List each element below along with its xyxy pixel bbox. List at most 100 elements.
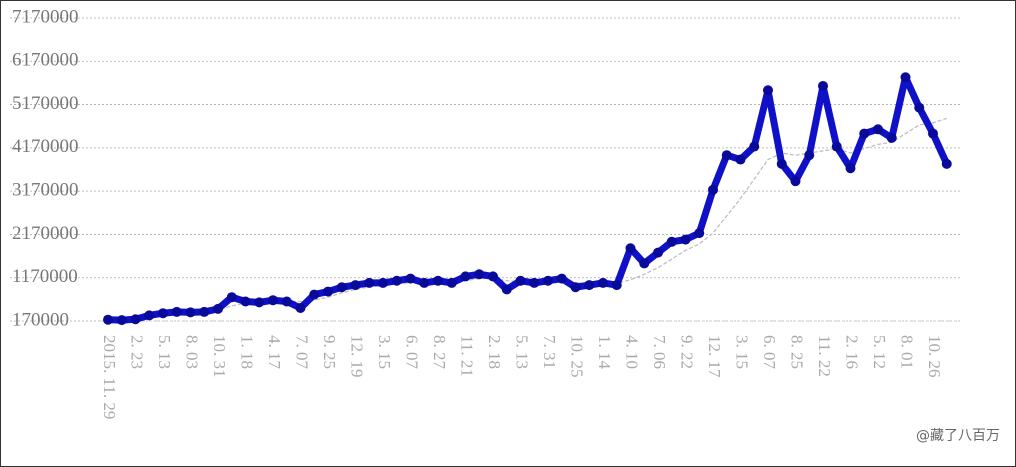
point bbox=[254, 297, 265, 308]
x-tick-label: 2015. 11. 29 bbox=[100, 335, 119, 419]
point bbox=[391, 275, 402, 286]
point bbox=[144, 310, 155, 321]
x-tick-label: 7. 31 bbox=[540, 335, 559, 369]
point bbox=[226, 292, 237, 303]
point bbox=[763, 85, 773, 96]
x-tick-label: 4. 17 bbox=[265, 335, 284, 370]
point bbox=[818, 80, 828, 91]
point bbox=[185, 307, 196, 318]
point bbox=[790, 176, 801, 187]
point bbox=[213, 303, 223, 314]
x-tick-label: 3. 15 bbox=[733, 335, 752, 369]
point bbox=[488, 271, 498, 282]
x-tick-label: 12. 19 bbox=[348, 335, 367, 378]
point bbox=[914, 102, 925, 113]
x-tick-label: 3. 15 bbox=[375, 335, 394, 369]
point bbox=[721, 150, 732, 161]
point bbox=[873, 124, 883, 135]
y-tick-label: 7170000 bbox=[12, 6, 79, 27]
point bbox=[928, 128, 938, 139]
point bbox=[378, 277, 388, 288]
x-tick-label: 2. 18 bbox=[485, 335, 504, 369]
point bbox=[804, 150, 815, 161]
point bbox=[735, 154, 746, 165]
point bbox=[460, 271, 471, 282]
y-tick-label: 1170000 bbox=[12, 266, 78, 287]
point bbox=[158, 308, 168, 319]
point bbox=[886, 132, 897, 143]
point bbox=[323, 286, 333, 297]
point bbox=[474, 269, 485, 280]
point bbox=[419, 277, 430, 288]
point bbox=[749, 141, 760, 152]
point bbox=[446, 277, 457, 288]
series-line bbox=[149, 117, 947, 319]
point bbox=[598, 277, 608, 288]
x-tick-label: 2. 23 bbox=[128, 335, 147, 369]
point bbox=[611, 280, 622, 291]
x-tick-label: 2. 16 bbox=[843, 335, 862, 369]
point bbox=[433, 275, 443, 286]
point bbox=[103, 314, 113, 325]
point bbox=[199, 306, 210, 317]
x-tick-label: 1. 18 bbox=[238, 335, 257, 369]
point bbox=[171, 306, 182, 317]
point bbox=[831, 141, 842, 152]
point bbox=[501, 284, 512, 295]
point bbox=[570, 282, 581, 293]
x-tick-label: 5. 12 bbox=[870, 335, 889, 369]
x-tick-label: 8. 27 bbox=[430, 335, 449, 370]
watermark: @藏了八百万 bbox=[916, 428, 1000, 444]
x-tick-label: 9. 25 bbox=[320, 335, 339, 369]
point bbox=[515, 275, 526, 286]
point bbox=[708, 184, 718, 195]
point bbox=[309, 289, 320, 300]
x-tick-label: 6. 07 bbox=[403, 335, 422, 370]
x-tick-label: 5. 13 bbox=[155, 335, 174, 369]
point bbox=[859, 128, 870, 139]
x-tick-label: 8. 25 bbox=[788, 335, 807, 369]
y-tick-label: 4170000 bbox=[12, 136, 79, 157]
point bbox=[845, 163, 856, 174]
y-tick-label: 2170000 bbox=[12, 223, 79, 244]
point bbox=[584, 280, 595, 291]
x-tick-label: 11. 21 bbox=[458, 335, 477, 377]
x-tick-label: 8. 03 bbox=[183, 335, 202, 369]
x-tick-label: 6. 07 bbox=[760, 335, 779, 370]
point bbox=[295, 303, 306, 314]
x-tick-label: 10. 31 bbox=[210, 335, 229, 378]
x-tick-label: 7. 07 bbox=[293, 335, 312, 370]
point bbox=[405, 273, 416, 284]
point bbox=[364, 277, 375, 288]
point bbox=[694, 228, 705, 239]
point bbox=[680, 234, 691, 245]
x-tick-label: 7. 06 bbox=[650, 335, 669, 369]
y-tick-label: 5170000 bbox=[12, 93, 79, 114]
x-tick-label: 9. 22 bbox=[678, 335, 697, 369]
point bbox=[666, 236, 677, 247]
x-tick-label: 5. 13 bbox=[513, 335, 532, 369]
point bbox=[281, 296, 292, 307]
point bbox=[653, 247, 663, 258]
point bbox=[625, 243, 636, 254]
point bbox=[900, 72, 911, 83]
point bbox=[639, 258, 650, 269]
point bbox=[556, 273, 567, 284]
point bbox=[543, 275, 553, 286]
point bbox=[130, 314, 141, 325]
y-tick-label: 3170000 bbox=[12, 180, 79, 201]
x-tick-label: 8. 01 bbox=[898, 335, 917, 369]
point bbox=[116, 315, 127, 326]
y-tick-label: 170000 bbox=[12, 309, 69, 330]
point bbox=[336, 282, 347, 293]
x-tick-label: 12. 17 bbox=[705, 335, 724, 378]
point bbox=[350, 280, 361, 291]
series-line bbox=[107, 73, 950, 324]
point bbox=[529, 277, 540, 288]
point bbox=[240, 296, 251, 307]
x-tick-label: 1. 14 bbox=[595, 335, 614, 370]
x-tick-label: 11. 22 bbox=[815, 335, 834, 377]
y-tick-label: 6170000 bbox=[12, 50, 79, 71]
